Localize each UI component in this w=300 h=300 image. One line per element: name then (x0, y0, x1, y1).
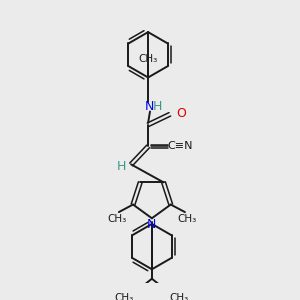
Text: C≡N: C≡N (167, 141, 193, 152)
Text: CH₃: CH₃ (115, 292, 134, 300)
Text: CH₃: CH₃ (177, 214, 196, 224)
Text: O: O (176, 107, 186, 120)
Text: H: H (153, 100, 162, 113)
Text: CH₃: CH₃ (170, 292, 189, 300)
Text: H: H (117, 160, 126, 173)
Text: CH₃: CH₃ (139, 54, 158, 64)
Text: N: N (144, 100, 154, 113)
Text: N: N (147, 218, 157, 231)
Text: CH₃: CH₃ (107, 214, 127, 224)
